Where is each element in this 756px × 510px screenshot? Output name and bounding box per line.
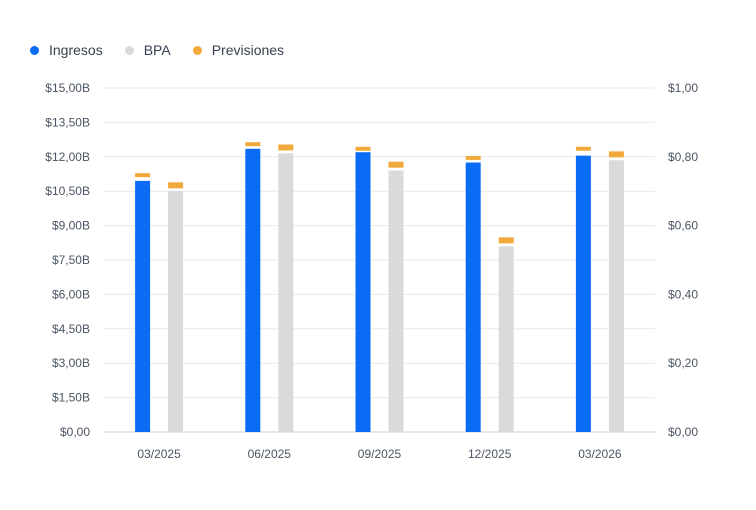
bar-previsiones-ingresos	[135, 173, 151, 178]
bar-bpa	[608, 160, 624, 433]
bar-previsiones-bpa	[498, 237, 514, 244]
bar-ingresos	[355, 152, 371, 433]
bar-bpa	[498, 246, 514, 432]
legend-item-ingresos[interactable]: Ingresos	[30, 42, 103, 58]
bar-previsiones-bpa	[168, 182, 184, 189]
left-axis-tick-label: $3,00B	[52, 356, 90, 370]
x-axis-tick-label: 09/2025	[358, 447, 402, 461]
left-axis-tick-label: $15,00B	[45, 81, 90, 95]
left-axis-tick-label: $6,00B	[52, 287, 90, 301]
left-axis-tick-label: $4,50B	[52, 322, 90, 336]
right-axis-tick-label: $0,80	[668, 150, 698, 164]
bar-previsiones-bpa	[278, 144, 294, 151]
right-axis-tick-label: $0,60	[668, 219, 698, 233]
legend-label: BPA	[143, 42, 171, 58]
chart-legend: Ingresos BPA Previsiones	[30, 42, 284, 58]
bar-ingresos	[135, 180, 151, 432]
left-axis-tick-label: $13,50B	[45, 115, 90, 129]
dot-icon	[30, 45, 39, 55]
left-axis-tick-label: $1,50B	[52, 391, 90, 405]
bar-previsiones-ingresos	[245, 142, 261, 147]
x-axis-tick-label: 03/2025	[137, 447, 181, 461]
right-axis-tick-label: $0,40	[668, 287, 698, 301]
legend-label: Previsiones	[211, 42, 285, 58]
left-axis-tick-label: $9,00B	[52, 219, 90, 233]
left-axis-tick-label: $10,50B	[45, 184, 90, 198]
bar-ingresos	[465, 162, 481, 433]
bar-previsiones-bpa	[608, 151, 624, 158]
legend-item-previsiones[interactable]: Previsiones	[192, 42, 285, 58]
bar-previsiones-ingresos	[355, 146, 371, 151]
x-axis-tick-label: 06/2025	[248, 447, 292, 461]
bar-ingresos	[245, 148, 261, 433]
bar-previsiones-ingresos	[575, 146, 591, 151]
bar-bpa	[278, 153, 294, 433]
bar-bpa	[388, 170, 404, 432]
left-axis-tick-label: $0,00	[60, 425, 90, 439]
x-axis-tick-label: 03/2026	[578, 447, 622, 461]
right-axis-tick-label: $1,00	[668, 81, 698, 95]
bar-ingresos	[575, 155, 591, 433]
legend-label: Ingresos	[49, 42, 103, 58]
dot-icon	[124, 45, 134, 55]
left-axis-tick-label: $7,50B	[52, 253, 90, 267]
bar-previsiones-ingresos	[465, 155, 481, 160]
x-axis-tick-label: 12/2025	[468, 447, 512, 461]
bar-previsiones-bpa	[388, 161, 404, 168]
right-axis-tick-label: $0,00	[668, 425, 698, 439]
right-axis-tick-label: $0,20	[668, 356, 698, 370]
dot-icon	[192, 45, 202, 55]
left-axis-tick-label: $12,00B	[45, 150, 90, 164]
bar-bpa	[168, 191, 184, 432]
legend-item-bpa[interactable]: BPA	[124, 42, 171, 58]
